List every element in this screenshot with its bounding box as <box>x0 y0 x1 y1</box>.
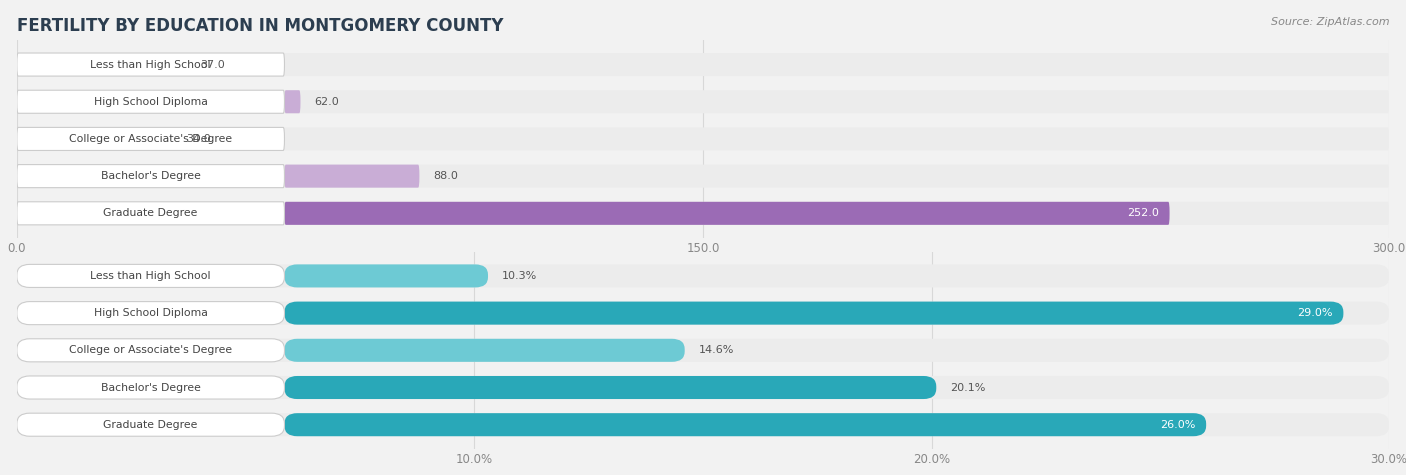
Text: College or Associate's Degree: College or Associate's Degree <box>69 345 232 355</box>
Text: 37.0: 37.0 <box>200 59 225 69</box>
Text: 62.0: 62.0 <box>314 97 339 107</box>
Text: Less than High School: Less than High School <box>90 271 211 281</box>
FancyBboxPatch shape <box>284 339 685 362</box>
FancyBboxPatch shape <box>17 165 1389 188</box>
FancyBboxPatch shape <box>284 90 301 113</box>
FancyBboxPatch shape <box>284 265 488 287</box>
Text: 10.3%: 10.3% <box>502 271 537 281</box>
FancyBboxPatch shape <box>17 202 284 225</box>
Text: FERTILITY BY EDUCATION IN MONTGOMERY COUNTY: FERTILITY BY EDUCATION IN MONTGOMERY COU… <box>17 17 503 35</box>
FancyBboxPatch shape <box>17 127 284 151</box>
Text: 26.0%: 26.0% <box>1160 420 1195 430</box>
FancyBboxPatch shape <box>17 53 1389 76</box>
Text: 88.0: 88.0 <box>433 171 458 181</box>
Text: Bachelor's Degree: Bachelor's Degree <box>101 382 201 392</box>
Text: Graduate Degree: Graduate Degree <box>104 420 198 430</box>
FancyBboxPatch shape <box>17 413 1389 436</box>
Text: 34.0: 34.0 <box>186 134 211 144</box>
Text: College or Associate's Degree: College or Associate's Degree <box>69 134 232 144</box>
Text: 20.1%: 20.1% <box>950 382 986 392</box>
FancyBboxPatch shape <box>284 165 419 188</box>
Text: High School Diploma: High School Diploma <box>94 308 208 318</box>
FancyBboxPatch shape <box>17 202 1389 225</box>
FancyBboxPatch shape <box>17 339 1389 362</box>
FancyBboxPatch shape <box>17 53 284 76</box>
Text: Source: ZipAtlas.com: Source: ZipAtlas.com <box>1271 17 1389 27</box>
Text: 14.6%: 14.6% <box>699 345 734 355</box>
FancyBboxPatch shape <box>17 127 1389 151</box>
Text: Bachelor's Degree: Bachelor's Degree <box>101 171 201 181</box>
FancyBboxPatch shape <box>17 265 1389 287</box>
FancyBboxPatch shape <box>17 90 284 113</box>
Text: Less than High School: Less than High School <box>90 59 211 69</box>
FancyBboxPatch shape <box>17 339 284 362</box>
FancyBboxPatch shape <box>17 165 284 188</box>
FancyBboxPatch shape <box>17 376 284 399</box>
FancyBboxPatch shape <box>284 376 936 399</box>
FancyBboxPatch shape <box>17 302 1389 324</box>
FancyBboxPatch shape <box>17 413 284 436</box>
FancyBboxPatch shape <box>284 302 1343 324</box>
FancyBboxPatch shape <box>17 302 284 324</box>
Text: 252.0: 252.0 <box>1126 209 1159 218</box>
Text: High School Diploma: High School Diploma <box>94 97 208 107</box>
FancyBboxPatch shape <box>17 376 1389 399</box>
Text: Graduate Degree: Graduate Degree <box>104 209 198 218</box>
FancyBboxPatch shape <box>17 90 1389 113</box>
FancyBboxPatch shape <box>17 265 284 287</box>
FancyBboxPatch shape <box>284 202 1170 225</box>
FancyBboxPatch shape <box>284 413 1206 436</box>
Text: 29.0%: 29.0% <box>1296 308 1333 318</box>
